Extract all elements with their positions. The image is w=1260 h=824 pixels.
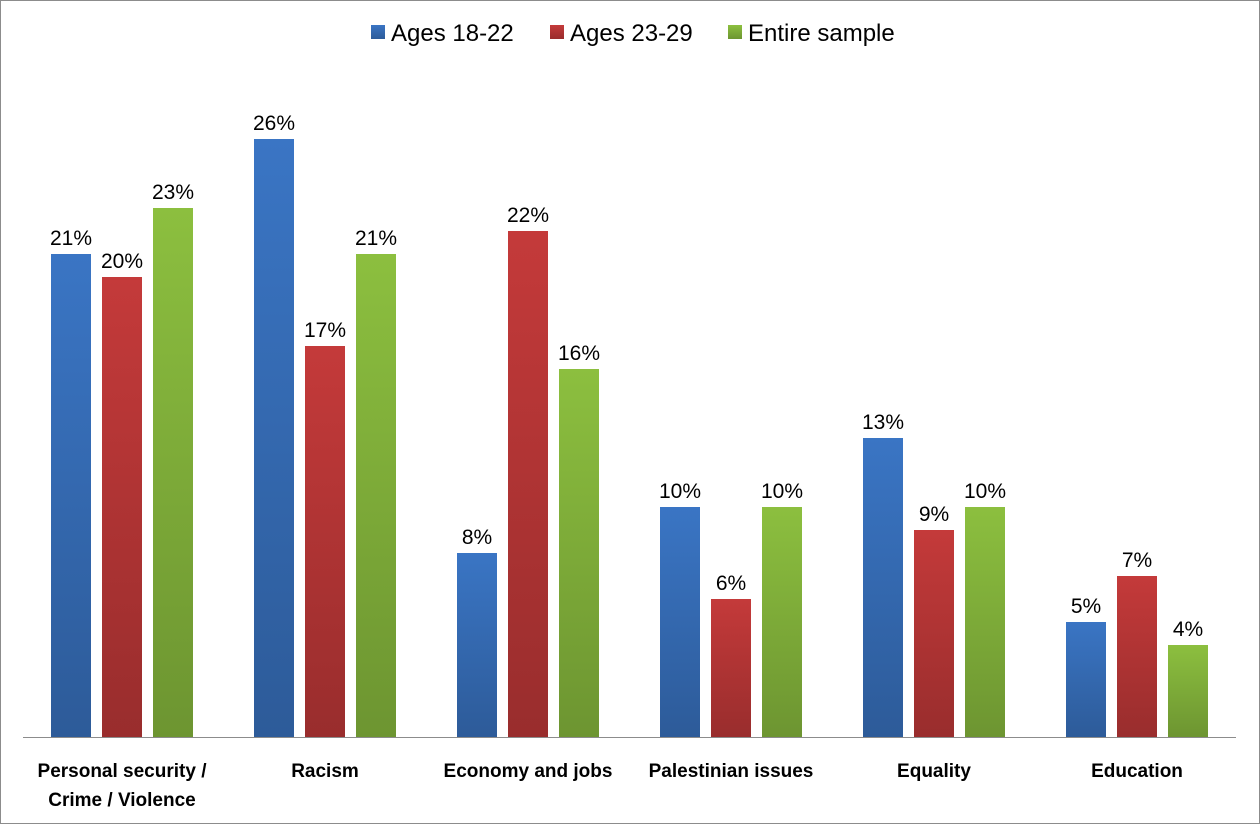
bar bbox=[914, 530, 954, 737]
legend-label: Entire sample bbox=[748, 20, 895, 47]
bar bbox=[457, 553, 497, 737]
bar-value-label: 7% bbox=[1122, 549, 1152, 572]
bar bbox=[965, 507, 1005, 737]
bar-value-label: 20% bbox=[101, 250, 143, 273]
legend-swatch bbox=[728, 25, 742, 39]
bar-value-label: 16% bbox=[558, 342, 600, 365]
bar-value-label: 13% bbox=[862, 411, 904, 434]
bar bbox=[51, 254, 91, 737]
category-label: Palestinian issues bbox=[649, 761, 814, 782]
bar bbox=[762, 507, 802, 737]
legend-swatch bbox=[371, 25, 385, 39]
bar-value-label: 26% bbox=[253, 112, 295, 135]
bar-value-label: 17% bbox=[304, 319, 346, 342]
bar bbox=[863, 438, 903, 737]
bar-value-label: 21% bbox=[355, 227, 397, 250]
bar bbox=[356, 254, 396, 737]
bar bbox=[1168, 645, 1208, 737]
category-label: Equality bbox=[897, 761, 971, 782]
bar-value-label: 6% bbox=[716, 572, 746, 595]
bars bbox=[51, 139, 1208, 737]
bar bbox=[153, 208, 193, 737]
bar bbox=[711, 599, 751, 737]
data-labels: 21% 20% 23% 26% 17% 21% 8% 22% 16% 10% 6% 10% 13% 9% 1… bbox=[50, 112, 1203, 641]
category-label: Racism bbox=[291, 761, 359, 782]
x-axis: Personal security / Crime / Violence Racis… bbox=[23, 737, 1236, 811]
bar-value-label: 10% bbox=[761, 480, 803, 503]
bar bbox=[1117, 576, 1157, 737]
bar-value-label: 5% bbox=[1071, 595, 1101, 618]
bar bbox=[102, 277, 142, 737]
bar bbox=[1066, 622, 1106, 737]
legend-label: Ages 18-22 bbox=[391, 20, 514, 47]
bar-value-label: 9% bbox=[919, 503, 949, 526]
bar-value-label: 21% bbox=[50, 227, 92, 250]
legend: Ages 18-22 Ages 23-29 Entire sample bbox=[371, 20, 895, 47]
bar-value-label: 10% bbox=[659, 480, 701, 503]
bar-value-label: 4% bbox=[1173, 618, 1203, 641]
bar-value-label: 23% bbox=[152, 181, 194, 204]
legend-swatch bbox=[550, 25, 564, 39]
category-label: Personal security / Crime / Violence bbox=[38, 761, 208, 811]
bar bbox=[559, 369, 599, 737]
bar bbox=[254, 139, 294, 737]
bar-value-label: 22% bbox=[507, 204, 549, 227]
bar bbox=[508, 231, 548, 737]
bar-value-label: 10% bbox=[964, 480, 1006, 503]
legend-label: Ages 23-29 bbox=[570, 20, 693, 47]
bar bbox=[305, 346, 345, 737]
bar bbox=[660, 507, 700, 737]
bar-value-label: 8% bbox=[462, 526, 492, 549]
category-label: Education bbox=[1091, 761, 1183, 782]
category-label: Economy and jobs bbox=[444, 761, 613, 782]
